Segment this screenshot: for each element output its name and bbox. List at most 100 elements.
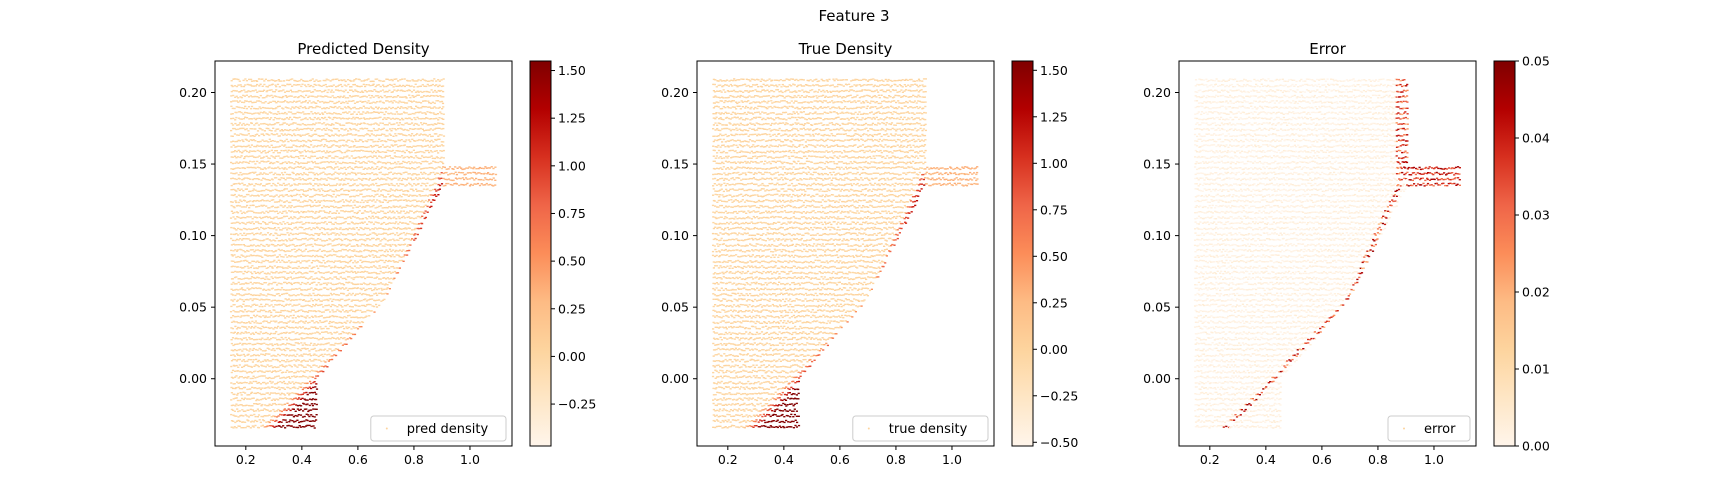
data-point [320, 157, 323, 159]
data-point [292, 320, 295, 322]
data-point [265, 276, 268, 278]
data-point [334, 102, 337, 104]
data-point [277, 135, 280, 137]
data-point [275, 95, 278, 98]
data-point [278, 244, 282, 247]
data-point [374, 227, 377, 229]
data-point [306, 403, 309, 405]
data-point [263, 117, 266, 119]
data-point [296, 387, 300, 390]
data-point [295, 404, 298, 406]
data-point [301, 276, 304, 279]
data-point [290, 111, 293, 113]
data-point [346, 145, 349, 147]
data-point [235, 387, 238, 389]
data-point [244, 128, 247, 131]
data-point [289, 123, 292, 125]
data-point [244, 364, 247, 366]
data-point [346, 155, 349, 157]
data-point [280, 287, 284, 289]
data-point [327, 254, 330, 257]
data-point [302, 172, 306, 174]
data-point [324, 365, 327, 367]
data-point [236, 392, 240, 395]
data-point [326, 261, 329, 263]
data-point [250, 338, 254, 340]
data-point [295, 174, 298, 176]
data-point [304, 344, 307, 346]
data-point [300, 119, 303, 121]
data-point [288, 205, 291, 207]
data-point [327, 151, 330, 154]
data-point [282, 365, 285, 367]
data-point [348, 276, 351, 278]
data-point [359, 91, 362, 93]
data-point [355, 299, 358, 301]
data-point [265, 295, 268, 297]
data-point [305, 162, 308, 164]
data-point [312, 172, 315, 174]
data-point [244, 212, 247, 214]
data-point [372, 228, 375, 230]
data-point [301, 123, 304, 125]
data-point [233, 298, 236, 301]
data-point [291, 171, 294, 174]
data-point [310, 237, 313, 240]
data-point [268, 172, 272, 174]
data-point [290, 294, 293, 297]
data-point [260, 393, 263, 396]
data-point [256, 239, 259, 241]
data-point [235, 128, 238, 131]
data-point [346, 139, 349, 141]
data-point [312, 370, 315, 372]
data-point [234, 270, 237, 273]
data-point [356, 211, 359, 214]
data-point [331, 205, 334, 208]
data-point [364, 200, 367, 202]
data-point [293, 150, 296, 152]
data-point [279, 229, 282, 231]
data-point [367, 139, 370, 141]
data-point [286, 282, 289, 285]
data-point [341, 322, 344, 324]
data-point [268, 370, 271, 372]
data-point [295, 392, 298, 395]
data-point [343, 218, 346, 220]
data-point [258, 392, 261, 395]
data-point [344, 168, 348, 170]
data-point [339, 183, 342, 185]
data-point [344, 80, 347, 83]
data-point [277, 359, 280, 362]
data-point [318, 84, 321, 87]
data-point [247, 233, 250, 235]
data-point [320, 360, 323, 363]
data-point [242, 410, 245, 412]
data-point [251, 283, 254, 285]
data-point [263, 102, 266, 104]
data-point [312, 179, 315, 181]
data-point [291, 326, 294, 329]
data-point [303, 382, 306, 384]
data-point [273, 254, 276, 256]
data-point [329, 173, 332, 175]
data-point [308, 250, 311, 252]
data-point [310, 210, 313, 212]
data-point [376, 108, 379, 110]
data-point [326, 91, 329, 94]
data-point [281, 304, 284, 307]
data-point [334, 322, 337, 324]
data-point [296, 348, 299, 350]
data-point [315, 139, 318, 141]
data-point [246, 91, 249, 93]
data-point [305, 419, 308, 421]
data-point [272, 332, 275, 335]
data-point [242, 134, 245, 136]
data-point [253, 365, 256, 367]
data-point [280, 326, 283, 329]
data-point [319, 370, 322, 373]
data-point [242, 140, 245, 143]
data-point [280, 349, 283, 351]
data-point [367, 266, 370, 269]
data-point [329, 298, 332, 300]
data-point [380, 287, 383, 290]
